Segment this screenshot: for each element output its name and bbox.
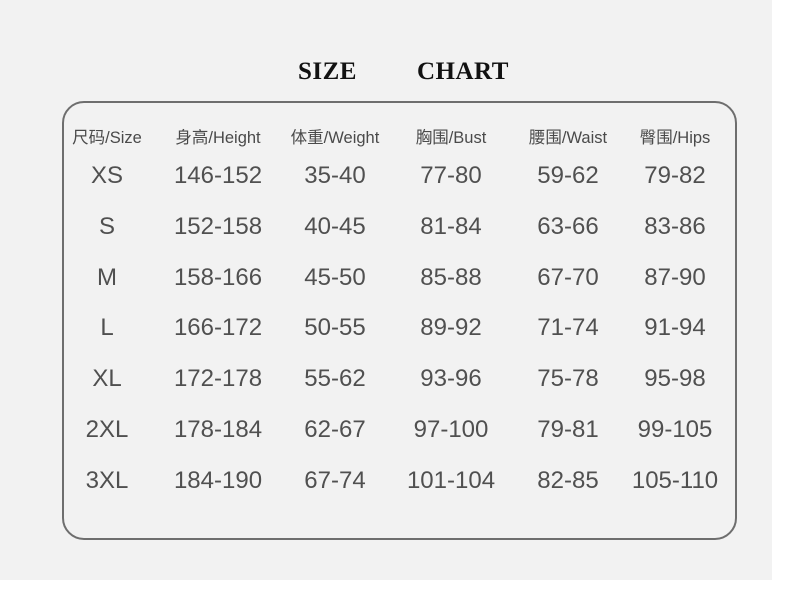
table-cell: 79-81 bbox=[537, 416, 599, 443]
table-cell: XL bbox=[92, 365, 122, 392]
table-cell: 158-166 bbox=[173, 264, 263, 291]
table-cell: 59-62 bbox=[537, 162, 599, 189]
table-cell: 67-74 bbox=[304, 467, 366, 494]
table-cell: 178-184 bbox=[173, 416, 263, 443]
table-cell: 67-70 bbox=[537, 264, 599, 291]
table-cell: 45-50 bbox=[304, 264, 366, 291]
size-table-frame bbox=[62, 101, 737, 540]
table-cell: 184-190 bbox=[173, 467, 263, 494]
table-cell: 3XL bbox=[85, 467, 129, 494]
table-cell: 55-62 bbox=[304, 365, 366, 392]
table-cell: 82-85 bbox=[537, 467, 599, 494]
table-cell: 85-88 bbox=[420, 264, 482, 291]
table-cell: 81-84 bbox=[420, 213, 482, 240]
table-cell: 166-172 bbox=[173, 314, 263, 341]
table-cell: 35-40 bbox=[304, 162, 366, 189]
title-size: SIZE bbox=[298, 58, 357, 85]
table-cell: 95-98 bbox=[644, 365, 706, 392]
title-chart: CHART bbox=[417, 58, 509, 85]
table-cell: 87-90 bbox=[644, 264, 706, 291]
column-header: 腰围/Waist bbox=[528, 129, 608, 147]
table-cell: M bbox=[97, 264, 117, 291]
table-cell: 101-104 bbox=[406, 467, 496, 494]
table-cell: 152-158 bbox=[173, 213, 263, 240]
table-cell: S bbox=[98, 213, 116, 240]
table-cell: 97-100 bbox=[413, 416, 489, 443]
table-cell: 62-67 bbox=[304, 416, 366, 443]
column-header: 体重/Weight bbox=[290, 129, 380, 147]
table-cell: 91-94 bbox=[644, 314, 706, 341]
table-cell: 77-80 bbox=[420, 162, 482, 189]
table-cell: 99-105 bbox=[637, 416, 713, 443]
table-cell: 105-110 bbox=[631, 467, 719, 494]
table-cell: 71-74 bbox=[537, 314, 599, 341]
table-cell: 146-152 bbox=[173, 162, 263, 189]
table-cell: 172-178 bbox=[173, 365, 263, 392]
column-header: 臀围/Hips bbox=[639, 129, 711, 147]
table-cell: XS bbox=[90, 162, 124, 189]
background bbox=[0, 0, 772, 580]
table-cell: 40-45 bbox=[304, 213, 366, 240]
column-header: 胸围/Bust bbox=[415, 129, 487, 147]
table-cell: 93-96 bbox=[420, 365, 482, 392]
table-cell: 50-55 bbox=[304, 314, 366, 341]
table-cell: 79-82 bbox=[644, 162, 706, 189]
table-cell: 83-86 bbox=[644, 213, 706, 240]
column-header: 身高/Height bbox=[175, 129, 261, 147]
table-cell: 89-92 bbox=[420, 314, 482, 341]
table-cell: 63-66 bbox=[537, 213, 599, 240]
table-cell: L bbox=[100, 314, 114, 341]
table-cell: 75-78 bbox=[537, 365, 599, 392]
column-header: 尺码/Size bbox=[72, 129, 142, 147]
table-cell: 2XL bbox=[85, 416, 129, 443]
